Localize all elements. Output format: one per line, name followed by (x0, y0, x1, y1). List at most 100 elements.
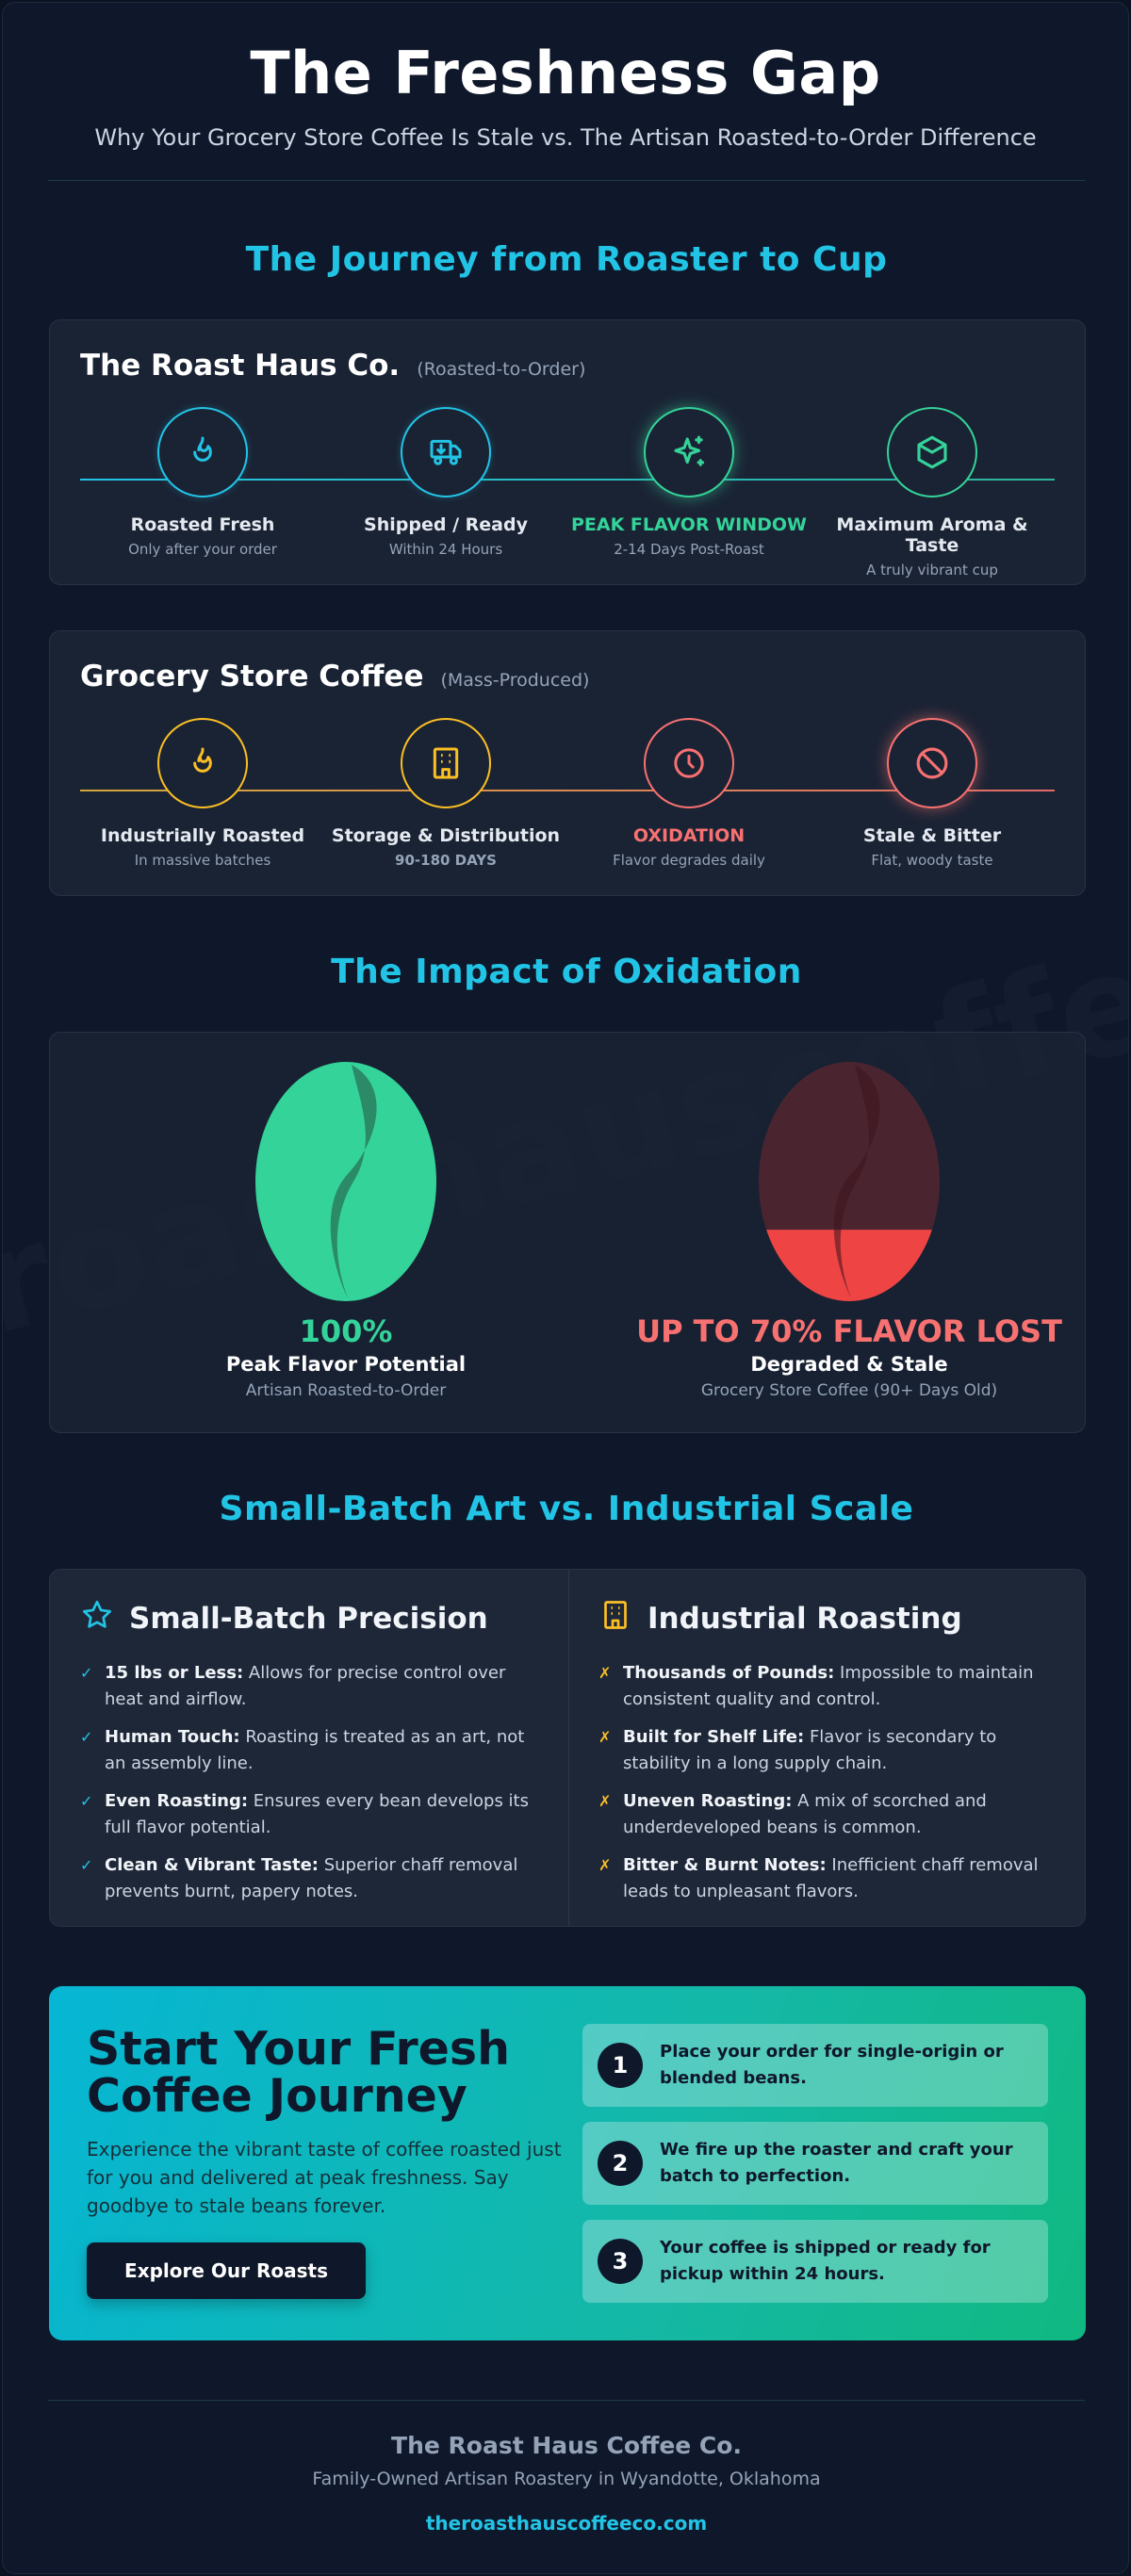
footer-website-link[interactable]: theroasthauscoffeeco.com (425, 2512, 708, 2535)
step-title-peak: PEAK FLAVOR WINDOW (570, 514, 808, 535)
flame-icon (157, 407, 248, 497)
step-text: We fire up the roaster and craft your ba… (660, 2140, 1013, 2186)
compare-title: Small-Batch Art vs. Industrial Scale (219, 1490, 914, 1528)
artisan-name: The Roast Haus Co. (80, 349, 401, 383)
step-sub: Flat, woody taste (871, 852, 993, 869)
cross-icon: ✗ (598, 1792, 612, 1810)
grocery-name: Grocery Store Coffee (80, 660, 424, 693)
step-number: 2 (598, 2141, 643, 2186)
stale-label: Degraded & Stale (750, 1353, 948, 1376)
step-sub: 90-180 DAYS (395, 852, 497, 869)
timeline-line (80, 479, 1055, 481)
ban-icon (887, 718, 977, 808)
step-title: Storage & Distribution (331, 825, 561, 846)
item-bold: Bitter & Burnt Notes: (623, 1855, 827, 1875)
item-text: Ensures every bean develops its full fla… (105, 1791, 529, 1837)
list-item: ✗ Uneven Roasting: A mix of scorched and … (598, 1788, 1058, 1841)
industrial-list: ✗ Thousands of Pounds: Impossible to main… (598, 1660, 1058, 1905)
oxidation-card: 100% Peak Flavor Potential Artisan Roast… (49, 1032, 1086, 1433)
check-icon: ✓ (80, 1792, 93, 1810)
delivery-icon (401, 407, 491, 497)
list-item: ✗ Built for Shelf Life: Flavor is seconda… (598, 1724, 1058, 1777)
clock-icon (644, 718, 734, 808)
check-icon: ✓ (80, 1728, 93, 1746)
stale-value: UP TO 70% FLAVOR LOST (636, 1313, 1062, 1349)
stale-bean-icon (759, 1062, 940, 1301)
grocery-step: OXIDATION Flavor degrades daily (566, 718, 811, 869)
explore-roasts-button[interactable]: Explore Our Roasts (87, 2242, 366, 2299)
hero: The Freshness Gap Why Your Grocery Store… (3, 3, 1128, 151)
journey-title: The Journey from Roaster to Cup (245, 240, 888, 279)
industrial-column: Industrial Roasting ✗ Thousands of Pounds… (568, 1570, 1087, 1926)
building-icon (401, 718, 491, 808)
artisan-timeline-card: The Roast Haus Co. (Roasted-to-Order) Ro… (49, 319, 1086, 585)
flame-icon (157, 718, 248, 808)
artisan-step: PEAK FLAVOR WINDOW 2-14 Days Post-Roast (566, 407, 811, 558)
step-sub: A truly vibrant cup (866, 562, 998, 579)
step-text: Your coffee is shipped or ready for pick… (660, 2238, 991, 2284)
step-title-oxidation: OXIDATION (632, 825, 746, 846)
check-icon: ✓ (80, 1856, 93, 1874)
cta-panel: Start Your Fresh Coffee Journey Experien… (49, 1986, 1086, 2340)
sparkle-icon (644, 407, 734, 497)
list-item: ✗ Bitter & Burnt Notes: Inefficient chaff… (598, 1852, 1058, 1905)
grocery-timeline-card: Grocery Store Coffee (Mass-Produced) Ind… (49, 630, 1086, 896)
fresh-bean-panel: 100% Peak Flavor Potential Artisan Roast… (101, 1061, 591, 1400)
artisan-step: Roasted Fresh Only after your order (80, 407, 325, 558)
step-title: Maximum Aroma & Taste (836, 514, 1028, 556)
item-bold: Built for Shelf Life: (623, 1727, 805, 1747)
cta-step: 1 Place your order for single-origin or … (582, 2024, 1048, 2107)
item-text: Allows for precise control over heat and… (105, 1663, 506, 1709)
stale-caption: Grocery Store Coffee (90+ Days Old) (700, 1381, 998, 1400)
step-number: 3 (598, 2239, 643, 2284)
compare-card: Small-Batch Precision ✓ 15 lbs or Less: A… (49, 1569, 1086, 1927)
list-item: ✓ 15 lbs or Less: Allows for precise cont… (80, 1660, 540, 1713)
step-title: Roasted Fresh (130, 514, 275, 535)
factory-icon (598, 1598, 632, 1639)
check-icon: ✓ (80, 1664, 93, 1682)
list-item: ✓ Human Touch: Roasting is treated as an … (80, 1724, 540, 1777)
step-title: Stale & Bitter (862, 825, 1002, 846)
stale-fill-level (759, 1230, 940, 1301)
grocery-step: Industrially Roasted In massive batches (80, 718, 325, 869)
footer-divider (48, 2400, 1085, 2401)
star-icon (80, 1598, 114, 1639)
step-number: 1 (598, 2043, 643, 2088)
footer-location: Family-Owned Artisan Roastery in Wyandot… (312, 2469, 821, 2489)
footer: The Roast Haus Coffee Co. Family-Owned A… (3, 2432, 1128, 2535)
oxidation-title: The Impact of Oxidation (331, 953, 802, 991)
step-title: Shipped / Ready (364, 514, 528, 535)
industrial-heading: Industrial Roasting (647, 1602, 962, 1636)
step-sub: 2-14 Days Post-Roast (614, 541, 764, 558)
fresh-value: 100% (299, 1313, 393, 1349)
grocery-tag: (Mass-Produced) (440, 670, 590, 691)
item-bold: 15 lbs or Less: (105, 1663, 244, 1683)
item-text: A mix of scorched and underdeveloped bea… (623, 1791, 987, 1837)
item-text: Inefficient chaff removal leads to unple… (623, 1855, 1039, 1901)
timeline-line (80, 790, 1055, 791)
column-divider (568, 1570, 569, 1926)
fresh-caption: Artisan Roasted-to-Order (245, 1381, 447, 1400)
item-bold: Thousands of Pounds: (623, 1663, 835, 1683)
item-bold: Uneven Roasting: (623, 1791, 793, 1811)
cta-description: Experience the vibrant taste of coffee r… (87, 2138, 562, 2217)
artisan-step: Shipped / Ready Within 24 Hours (323, 407, 568, 558)
list-item: ✓ Clean & Vibrant Taste: Superior chaff r… (80, 1852, 540, 1905)
stale-bean-panel: UP TO 70% FLAVOR LOST Degraded & Stale G… (604, 1061, 1094, 1400)
cross-icon: ✗ (598, 1728, 612, 1746)
list-item: ✓ Even Roasting: Ensures every bean devel… (80, 1788, 540, 1841)
footer-company: The Roast Haus Coffee Co. (391, 2432, 742, 2459)
small-batch-column: Small-Batch Precision ✓ 15 lbs or Less: A… (50, 1570, 568, 1926)
fresh-bean-icon (255, 1062, 436, 1301)
step-sub: Flavor degrades daily (613, 852, 765, 869)
page-title: The Freshness Gap (250, 39, 881, 107)
item-bold: Human Touch: (105, 1727, 240, 1747)
cta-step: 3 Your coffee is shipped or ready for pi… (582, 2220, 1048, 2303)
item-bold: Clean & Vibrant Taste: (105, 1855, 319, 1875)
fresh-label: Peak Flavor Potential (225, 1353, 467, 1376)
list-item: ✗ Thousands of Pounds: Impossible to main… (598, 1660, 1058, 1713)
item-text: Impossible to maintain consistent qualit… (623, 1663, 1034, 1709)
item-text: Superior chaff removal prevents burnt, p… (105, 1855, 518, 1901)
hexagon-icon (887, 407, 977, 497)
step-text: Place your order for single-origin or bl… (660, 2042, 1004, 2088)
